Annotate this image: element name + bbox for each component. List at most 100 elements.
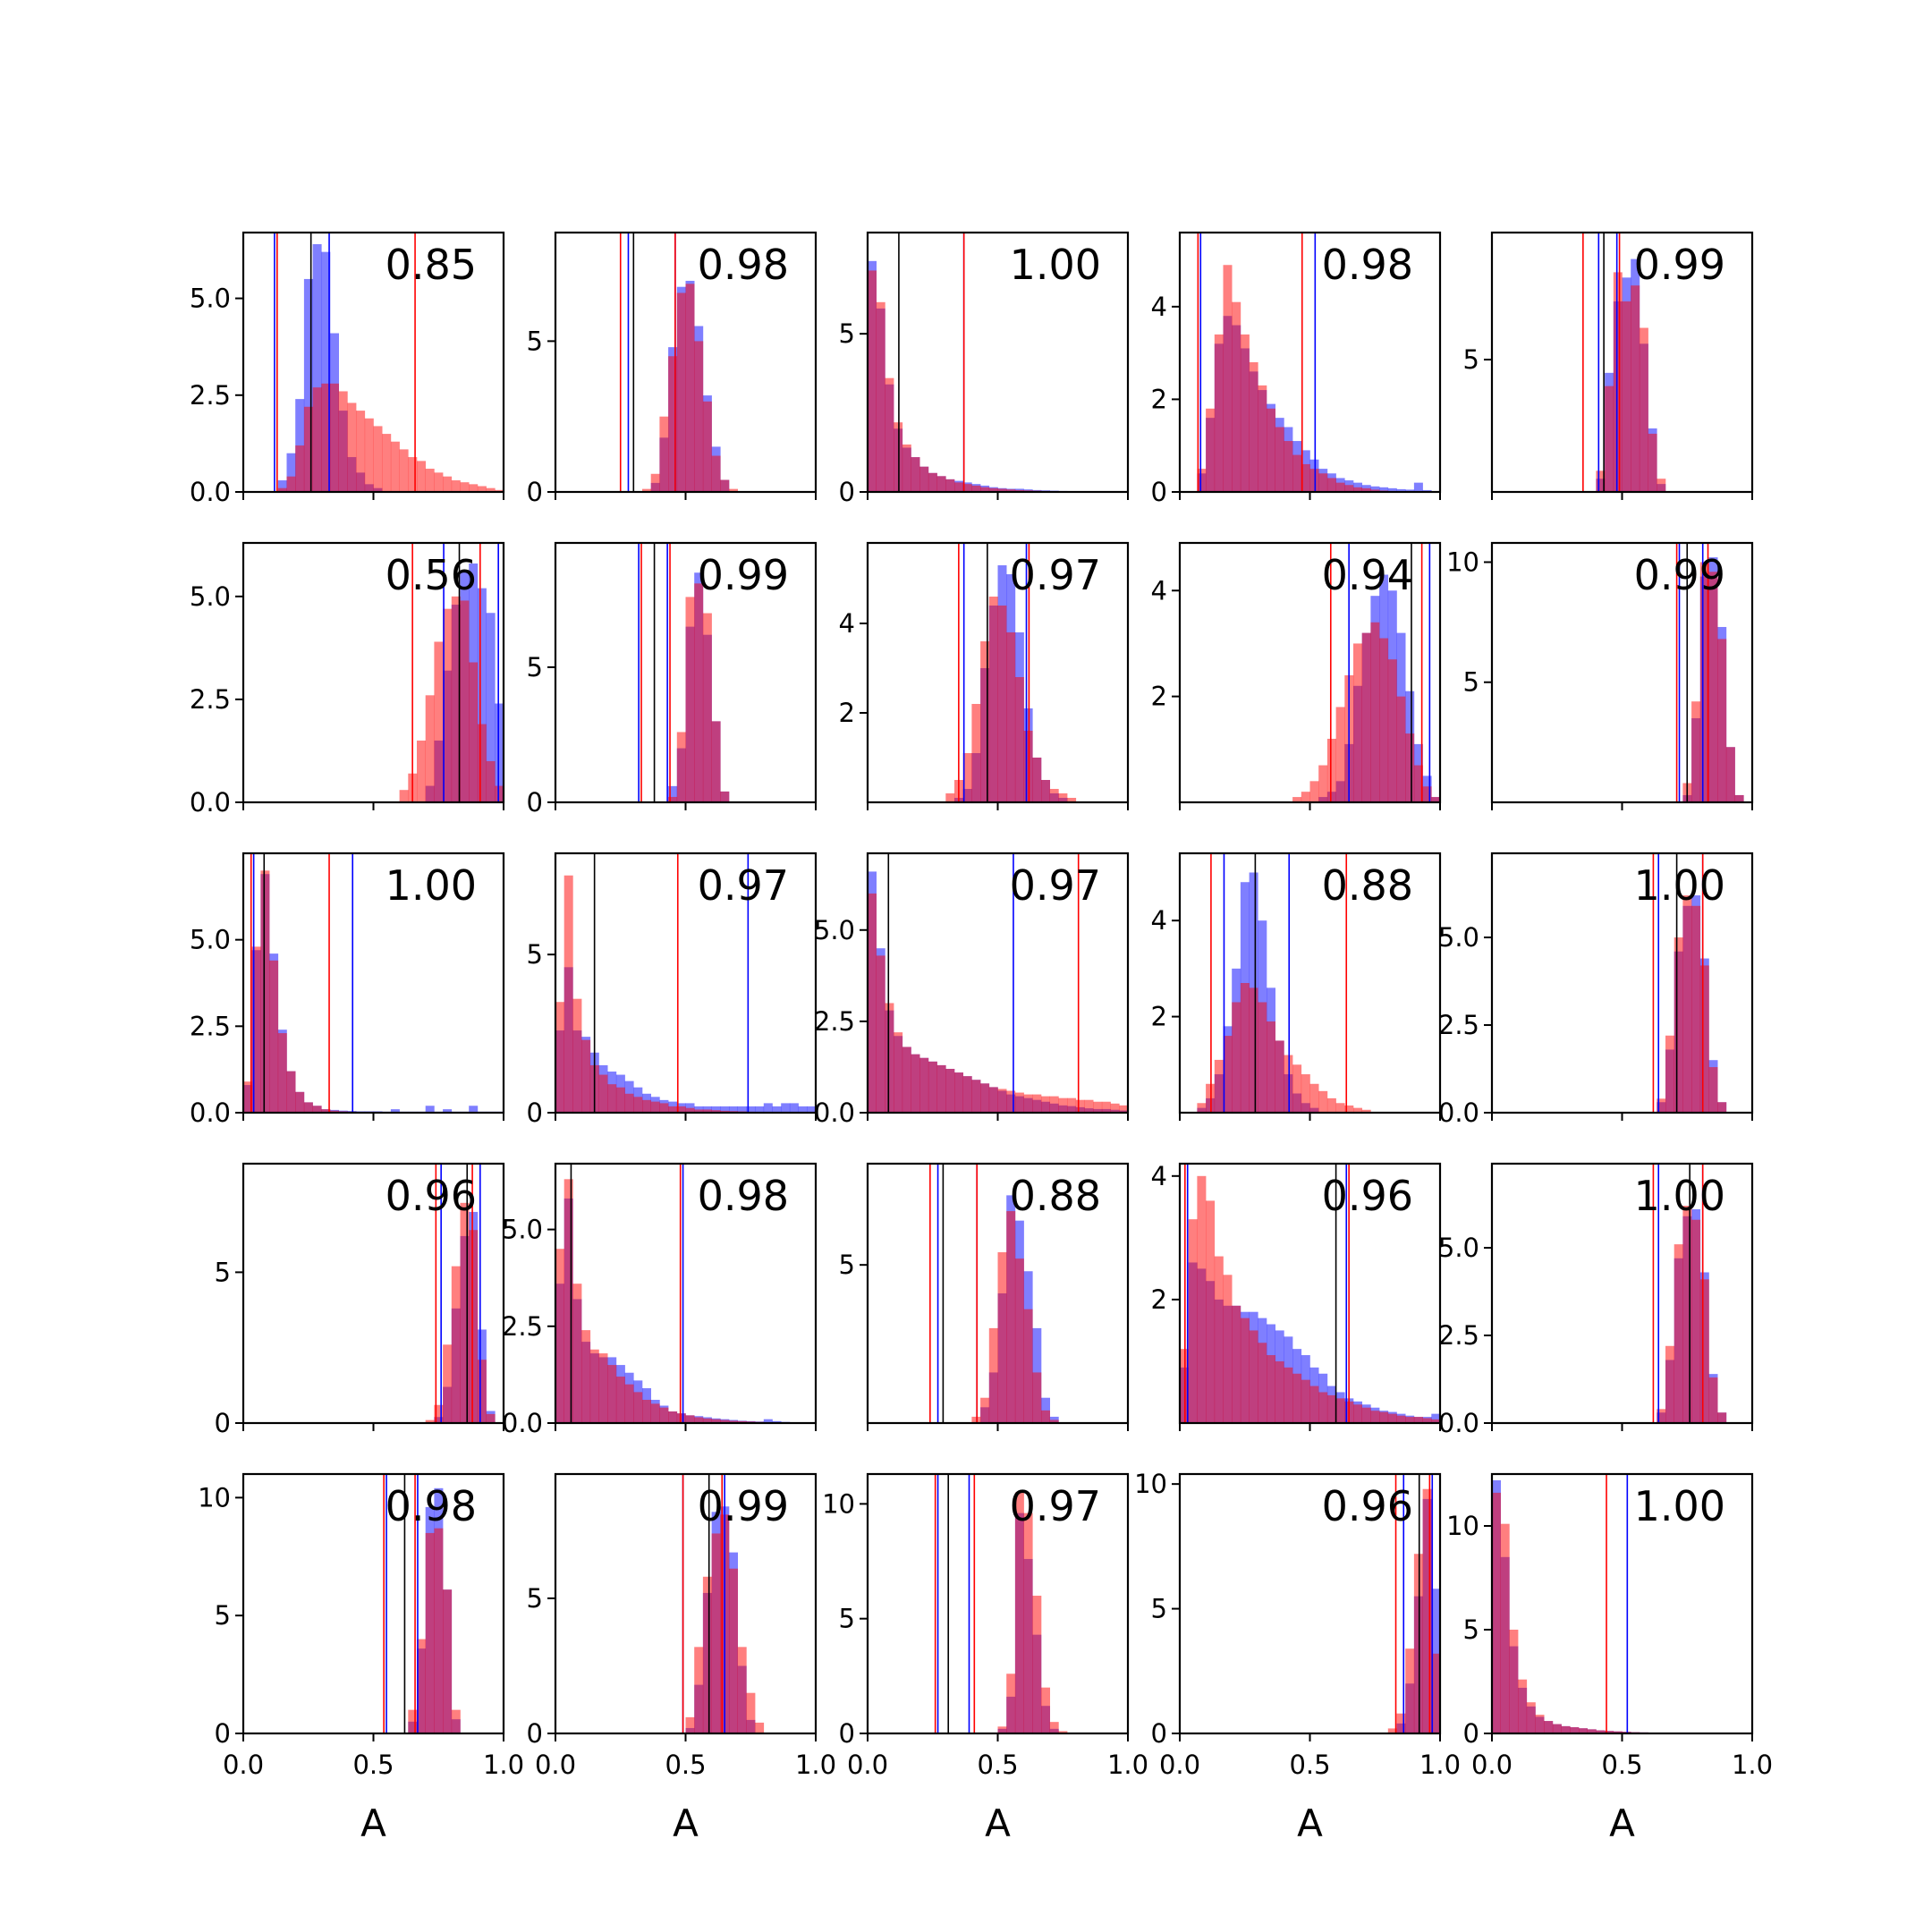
x-tick-label: 0.5 (977, 1750, 1018, 1780)
panel-r1-c2: 240.97 (839, 541, 1130, 810)
red-bar (1214, 334, 1224, 492)
red-bar (936, 1064, 946, 1113)
red-bar (980, 487, 990, 492)
red-bar (1023, 1513, 1033, 1733)
red-bar (321, 383, 331, 492)
red-bar (564, 1179, 573, 1423)
red-bar (589, 1349, 599, 1423)
red-bar (1361, 1109, 1371, 1113)
red-bar (469, 1230, 479, 1423)
y-tick-label: 2 (1151, 682, 1167, 712)
red-bar (1214, 1059, 1224, 1113)
panel-value-label: 0.96 (1322, 1482, 1413, 1530)
panel-value-label: 0.99 (698, 551, 789, 599)
panel-value-label: 0.99 (1634, 551, 1725, 599)
y-tick-label: 2.5 (190, 684, 231, 715)
red-bar (443, 1589, 453, 1733)
y-tick-label: 5 (839, 1250, 855, 1280)
red-bar (1197, 1175, 1207, 1423)
red-bar (1284, 1055, 1293, 1113)
red-bar (1180, 1349, 1189, 1423)
red-bar (1648, 433, 1657, 492)
red-bar (1665, 1035, 1674, 1113)
y-tick-label: 0 (215, 1718, 231, 1749)
red-bar (356, 411, 366, 492)
red-bar (902, 1046, 911, 1113)
red-bar (477, 486, 487, 492)
x-tick-label: 1.0 (1419, 1750, 1461, 1780)
plot-area (399, 543, 504, 802)
red-bar (347, 402, 357, 492)
red-bar (1049, 789, 1059, 802)
red-bar (1014, 1092, 1024, 1113)
red-bar (746, 1692, 756, 1733)
plot-area (1492, 1474, 1718, 1733)
red-bar (962, 1076, 972, 1113)
red-bar (1682, 1206, 1692, 1423)
y-tick-label: 5.0 (814, 915, 855, 945)
y-tick-label: 2 (1151, 384, 1167, 414)
blue-bar (277, 480, 287, 492)
red-bar (1596, 1730, 1606, 1733)
panel-r0-c4: 50.99 (1463, 231, 1754, 500)
plot-area (934, 1474, 1068, 1733)
plot-area (929, 1164, 1059, 1423)
red-bar (572, 998, 582, 1113)
x-axis-label: A (360, 1801, 386, 1845)
panel-r4-c2: 0 5 10 0.0 0.5 1.0 A 0.97 (822, 1472, 1148, 1845)
y-tick-label: 0 (527, 787, 543, 818)
blue-bar (763, 1419, 773, 1423)
red-bar (1275, 1360, 1284, 1423)
y-tick-label: 10 (198, 1482, 231, 1513)
plot-area (1652, 1164, 1727, 1423)
red-bar (1561, 1725, 1571, 1733)
red-bar (1361, 632, 1371, 802)
plot-area (682, 1474, 765, 1733)
panel-value-label: 0.97 (1010, 861, 1101, 910)
panel-value-label: 0.96 (386, 1172, 477, 1220)
red-bar (685, 1716, 695, 1733)
red-bar (408, 457, 418, 492)
red-bar (911, 1054, 920, 1113)
red-bar (1682, 895, 1692, 1113)
blue-bar (303, 278, 313, 492)
red-bar (868, 893, 877, 1113)
blue-bar (1387, 487, 1397, 492)
plot-area (383, 1474, 461, 1733)
red-bar (633, 1097, 643, 1113)
x-axis-label: A (1609, 1801, 1635, 1845)
red-bar (1301, 1074, 1310, 1113)
red-bar (1067, 1097, 1077, 1113)
red-bar (1267, 408, 1275, 492)
plot-area (619, 233, 738, 492)
panel-r3-c3: 24 0.96 (1151, 1161, 1442, 1431)
y-tick-label: 5 (1151, 1594, 1167, 1624)
red-bar (277, 1033, 287, 1113)
red-bar (962, 753, 972, 802)
red-bar (1240, 334, 1250, 492)
red-bar (1335, 1103, 1345, 1113)
red-bar (971, 704, 981, 802)
red-bar (685, 597, 695, 802)
blue-bar (443, 1109, 453, 1113)
red-bar (251, 946, 261, 1113)
red-bar (434, 472, 444, 492)
red-bar (399, 790, 409, 802)
red-bar (1370, 1411, 1380, 1423)
red-bar (1570, 1727, 1580, 1733)
red-bar (659, 416, 669, 492)
red-bar (936, 476, 946, 492)
panel-r1-c3: 24 0.94 (1151, 541, 1442, 810)
y-tick-label: 4 (1151, 1161, 1167, 1191)
red-bar (1206, 1083, 1216, 1113)
y-tick-label: 0.0 (190, 477, 231, 507)
red-bar (711, 721, 721, 802)
red-bar (711, 1110, 721, 1113)
red-bar (971, 1416, 981, 1423)
panel-value-label: 1.00 (1634, 1172, 1725, 1220)
red-bar (1223, 1275, 1233, 1423)
blue-bar (1431, 1413, 1440, 1423)
red-bar (1717, 1102, 1727, 1113)
blue-bar (1396, 488, 1406, 492)
red-bar (1422, 786, 1432, 802)
